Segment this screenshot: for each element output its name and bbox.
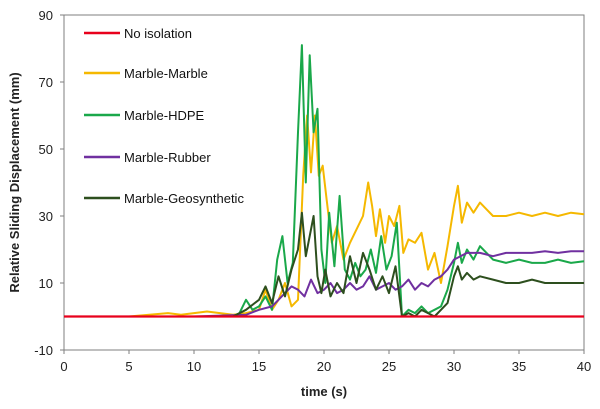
x-tick-label: 20 — [317, 359, 331, 374]
legend-item-marble-geosynthetic: Marble-Geosynthetic — [84, 191, 244, 206]
x-tick-label: 30 — [447, 359, 461, 374]
legend-item-marble-rubber: Marble-Rubber — [84, 150, 211, 165]
series-line-marble-hdpe — [64, 44, 585, 318]
y-tick-label: 30 — [39, 209, 53, 224]
x-tick-label: 15 — [252, 359, 266, 374]
y-tick-label: 50 — [39, 142, 53, 157]
legend-item-marble-marble: Marble-Marble — [84, 66, 208, 81]
y-tick-label: 90 — [39, 8, 53, 23]
legend-label: Marble-HDPE — [124, 108, 205, 123]
legend-item-marble-hdpe: Marble-HDPE — [84, 108, 205, 123]
legend: No isolation Marble-Marble Marble-HDPE Marb… — [84, 26, 244, 206]
x-tick-label: 0 — [60, 359, 67, 374]
x-axis-title: time (s) — [301, 384, 347, 399]
x-tick-label: 35 — [512, 359, 526, 374]
x-tick-label: 10 — [187, 359, 201, 374]
legend-label: No isolation — [124, 26, 192, 41]
legend-label: Marble-Rubber — [124, 150, 211, 165]
y-tick-label: 10 — [39, 276, 53, 291]
x-tick-label: 5 — [125, 359, 132, 374]
y-axis-title: Relative Sliding Displacement (mm) — [7, 72, 22, 292]
legend-label: Marble-Geosynthetic — [124, 191, 244, 206]
y-tick-label: 70 — [39, 75, 53, 90]
series-layer — [64, 44, 585, 318]
y-tick-label: -10 — [34, 343, 53, 358]
legend-item-no-isolation: No isolation — [84, 26, 192, 41]
series-line-marble-geosynthetic — [64, 211, 584, 318]
legend-label: Marble-Marble — [124, 66, 208, 81]
x-tick-label: 40 — [577, 359, 591, 374]
series-line-marble-marble — [64, 114, 585, 318]
x-tick-label: 25 — [382, 359, 396, 374]
axes: 0 5 10 15 20 25 30 35 40 -10 10 30 50 70 90 — [34, 8, 591, 374]
